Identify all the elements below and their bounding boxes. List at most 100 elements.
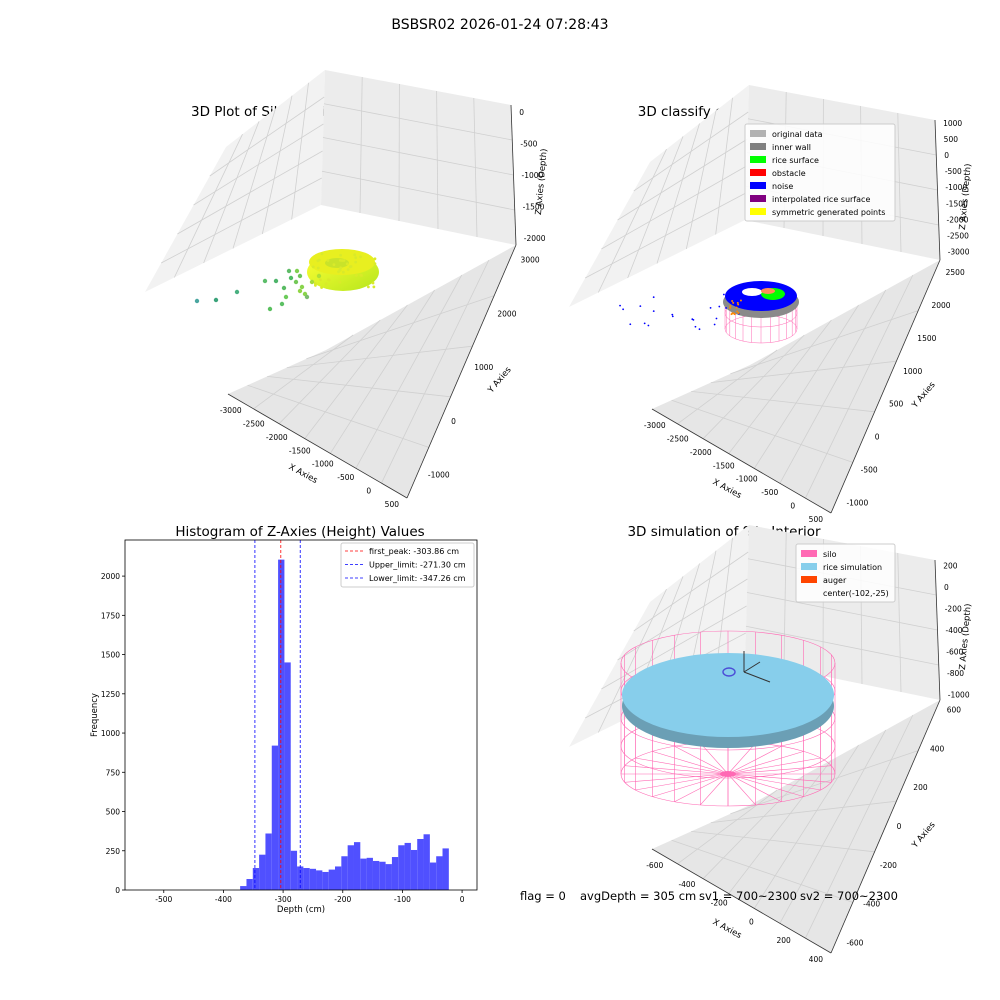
chart4-grid-line: [710, 800, 897, 823]
chart3-bar: [442, 848, 449, 890]
chart1-point: [339, 253, 343, 257]
chart1-side-pane: [321, 70, 516, 245]
chart1-point: [354, 256, 358, 260]
chart1-point: [286, 268, 292, 274]
chart1-y-axis-line: [406, 244, 517, 499]
chart2-legend-swatch: [750, 169, 766, 176]
chart1-point: [359, 273, 363, 277]
chart2-x-tick: -1000: [736, 475, 758, 484]
chart2-grid-line: [601, 165, 747, 250]
chart4-z-tick: 0: [944, 583, 949, 592]
chart1-point: [213, 297, 219, 303]
chart1-point: [366, 285, 370, 289]
chart3-bar: [391, 857, 399, 890]
chart4-legend-swatch: [801, 563, 817, 570]
chart2-grid-line: [710, 360, 897, 383]
chart1-grid-line: [193, 123, 324, 206]
chart2-legend-swatch: [750, 208, 766, 215]
chart4-grid-line: [745, 625, 939, 666]
chart2-noise-point: [715, 317, 718, 320]
chart4-z-tick: -600: [946, 647, 963, 656]
chart1-point: [339, 266, 343, 270]
chart1-x-axis-line: [227, 393, 408, 499]
chart3-bar: [290, 850, 298, 890]
chart4-silo-floor-line: [727, 746, 782, 775]
chart1-y-tick: 3000: [521, 256, 540, 265]
chart3-frame: [124, 539, 478, 891]
chart1-point: [316, 273, 322, 279]
chart2-noise-point: [629, 323, 632, 326]
chart4-silo-floor-line: [727, 773, 821, 791]
chart1-x-tick: -1000: [312, 460, 334, 469]
chart1-y-tick: 0: [451, 417, 456, 426]
chart1-point: [371, 281, 375, 285]
chart4-silo-floor-line: [674, 773, 729, 802]
chart1-point: [354, 273, 358, 277]
chart3-x-label: Depth (cm): [277, 905, 325, 915]
chart4-silo-floor-line: [727, 751, 804, 775]
chart2-y-label: Y Axies: [910, 380, 938, 411]
chart2-noise-surface: [725, 281, 797, 311]
chart2-grid-line: [617, 138, 748, 221]
chart3-bar: [341, 856, 348, 890]
chart4-silo-floor-line: [700, 742, 729, 775]
chart4-silo-floor-line: [727, 773, 832, 783]
chart1-z-tick: 0: [519, 108, 524, 117]
chart4-y-tick: 200: [913, 783, 928, 792]
chart2-obstacle-point: [732, 312, 735, 315]
chart3-bar: [297, 866, 304, 890]
chart2-legend: [744, 123, 896, 222]
chart2-z-tick: -2000: [947, 215, 969, 224]
chart1-back-pane: [145, 70, 325, 292]
chart3-bar: [265, 833, 272, 890]
chart2-grid-line: [730, 310, 919, 375]
chart1-point: [194, 298, 200, 304]
chart2-noise-point: [698, 328, 701, 331]
chart3-y-tick: 250: [106, 847, 121, 856]
chart3-legend-label: Lower_limit: -347.26 cm: [369, 574, 466, 583]
chart3-x-tick: -100: [394, 895, 411, 904]
chart1-x-tick: -2500: [243, 420, 265, 429]
chart3-bar: [404, 842, 411, 890]
chart3-bar: [417, 838, 424, 890]
chart1-point: [346, 268, 350, 271]
chart3-bar: [246, 879, 253, 890]
chart1-floor-pane: [228, 245, 516, 498]
chart2-y-axis-line: [830, 259, 941, 514]
chart4-grid-line: [601, 605, 747, 690]
chart2-y-tick: -1000: [846, 498, 868, 507]
chart3-bar: [423, 834, 430, 890]
chart1-point: [353, 253, 357, 257]
chart4-legend-swatch: [801, 550, 817, 557]
chart4-silo-floor-line: [635, 757, 729, 775]
chart3-x-tick: -200: [334, 895, 351, 904]
chart2-legend-label: symmetric generated points: [772, 208, 885, 217]
chart1-point: [299, 284, 305, 290]
chart2-z-tick: -2500: [947, 232, 969, 241]
chart2-noise-point: [652, 310, 655, 313]
chart2-grid-line: [597, 148, 667, 293]
chart2-grid-line: [779, 289, 887, 484]
chart1-grid-line: [355, 274, 463, 469]
chart2-noise-point: [671, 315, 674, 318]
chart3-x-tick: -500: [155, 895, 172, 904]
chart4-silo-floor-line: [652, 751, 729, 775]
chart1-grid-line: [286, 345, 473, 368]
chart1-y-tick: 1000: [474, 363, 493, 372]
chart4-auger: [743, 671, 771, 683]
chart2-obstacle-point: [737, 303, 740, 306]
chart1-point: [324, 282, 328, 286]
chart4-silo-floor-line: [652, 773, 729, 797]
chart1-z-tick: -500: [520, 140, 537, 149]
chart3-y-tick: 1250: [101, 690, 120, 699]
chart1-point: [359, 255, 362, 259]
chart4-silo-center: [720, 771, 736, 777]
chart4-x-tick: 200: [776, 936, 791, 945]
chart4-grid-line: [617, 578, 748, 661]
chart4-legend-label: rice simulation: [823, 563, 882, 572]
chart2-grid-line: [633, 111, 749, 192]
chart2-back-pane: [569, 85, 749, 307]
chart3-bar: [410, 849, 418, 890]
chart4-y-label: Y Axies: [910, 820, 938, 851]
